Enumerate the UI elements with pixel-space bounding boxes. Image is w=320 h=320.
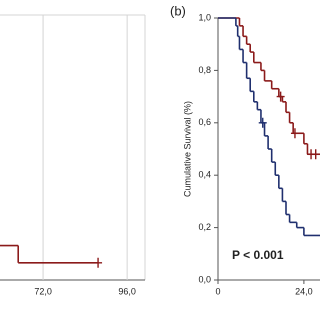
y-tick-label: 0,6 [198,117,211,127]
censor-mark [94,257,103,268]
x-tick-label: 24,0 [295,286,313,296]
censor-mark [311,149,320,160]
y-tick-label: 0,0 [198,274,211,284]
censor-mark [290,128,299,139]
panel-a: 72,0 96,0 [0,14,146,296]
y-tick-label: 0,2 [198,222,211,232]
y-axis-label: Cumulative Survival (%) [182,101,192,197]
censor-mark [258,117,267,128]
x-tick-label: 96,0 [118,286,136,296]
panel-b: 0 24,0 0,0 0,2 0,4 0,6 0,8 1,0 Cumulative Surviv… [170,3,320,296]
x-tick-label: 0 [215,286,220,296]
x-tick-label: 72,0 [34,286,52,296]
y-tick-label: 1,0 [198,12,211,22]
panel-label: (b) [170,3,186,18]
y-tick-label: 0,4 [198,170,211,180]
y-tick-label: 0,8 [198,65,211,75]
censor-mark [276,91,285,102]
p-value: P < 0.001 [232,248,284,262]
